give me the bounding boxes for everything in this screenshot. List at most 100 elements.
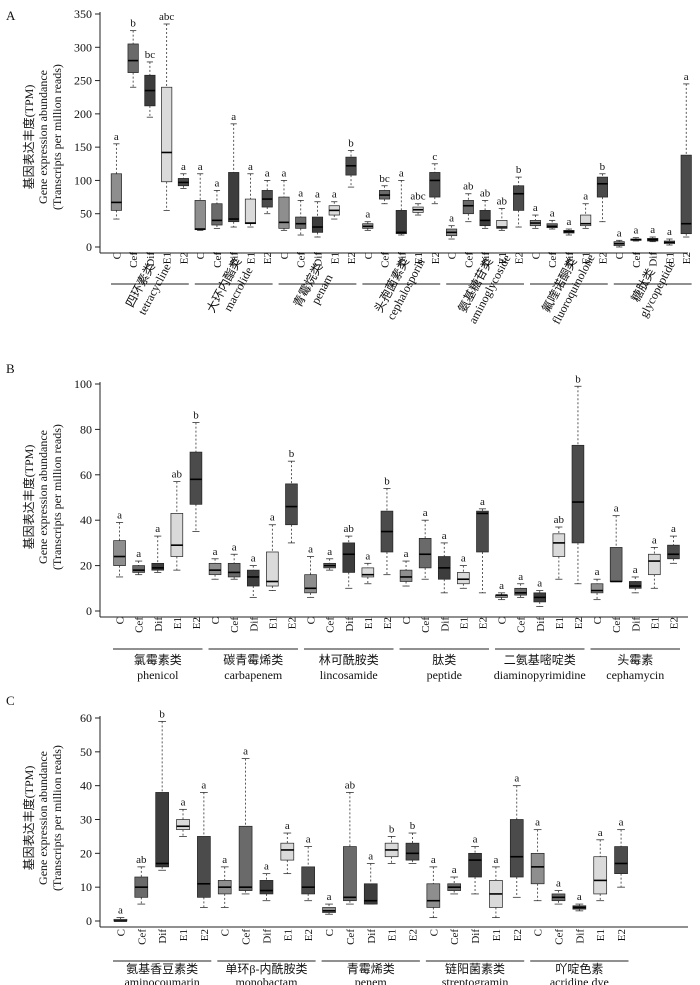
significance-letter: b: [600, 161, 606, 173]
significance-letter: a: [181, 161, 186, 173]
group-label: Dif: [630, 617, 642, 632]
significance-letter: a: [232, 541, 237, 553]
group-label: E2: [286, 617, 298, 629]
box-C: [322, 907, 336, 913]
group-label: E1: [581, 252, 593, 264]
group-label: C: [533, 929, 545, 936]
category-label-cn: 氨基香豆素类: [126, 962, 198, 976]
significance-letter: a: [332, 189, 337, 201]
significance-letter: a: [231, 111, 236, 123]
group-label: Cef: [463, 252, 475, 268]
category-label-cn: 青霉烯类: [347, 962, 395, 976]
box-Cef: [343, 846, 357, 902]
significance-letter: a: [461, 553, 466, 565]
box-E1: [176, 819, 190, 830]
significance-letter: a: [285, 820, 290, 832]
y-tick-label: 100: [74, 173, 92, 187]
group-label: Dif: [157, 929, 169, 944]
group-label: Dif: [480, 252, 492, 267]
significance-letter: a: [423, 507, 428, 519]
significance-letter: a: [270, 512, 275, 524]
category-label-cn: 碳青霉烯类: [223, 653, 283, 667]
group-label: E1: [363, 617, 375, 629]
group-label: E2: [668, 617, 680, 629]
group-label: Cef: [229, 617, 241, 633]
significance-letter: bc: [145, 49, 156, 61]
significance-letter: a: [499, 580, 504, 592]
significance-letter: a: [365, 550, 370, 562]
box-Dif: [468, 852, 482, 878]
group-label: E2: [616, 929, 628, 941]
box-C: [113, 540, 126, 566]
panel-A: A 基因表达丰度(TPM) Gene expression abundance (Tr…: [6, 7, 693, 327]
group-label: E2: [346, 252, 358, 264]
y-axis-label: 基因表达丰度(TPM): [21, 445, 36, 550]
significance-letter: a: [365, 209, 370, 221]
significance-letter: a: [667, 226, 672, 238]
box-C: [304, 574, 317, 594]
significance-letter: a: [473, 834, 478, 846]
box-E2: [405, 842, 420, 861]
y-tick-label: 0: [86, 604, 92, 618]
box-E1: [552, 533, 566, 557]
group-label: C: [210, 617, 222, 624]
group-label: E1: [491, 929, 503, 941]
box-Dif: [259, 880, 274, 895]
y-tick-label: 0: [86, 240, 92, 254]
group-label: E1: [649, 617, 661, 629]
box-Dif: [342, 542, 356, 573]
group-label: E2: [597, 252, 609, 264]
y-axis-label: Gene expression abundance: [36, 751, 50, 885]
significance-letter: a: [583, 191, 588, 203]
group-label: C: [592, 617, 604, 624]
box-C: [110, 173, 122, 211]
box-Cef: [227, 562, 241, 578]
significance-letter: abc: [159, 11, 174, 23]
group-label: E2: [262, 252, 274, 264]
group-label: E1: [413, 252, 425, 264]
significance-letter: ab: [480, 187, 491, 199]
significance-letter: ab: [172, 469, 183, 481]
group-label: Cef: [516, 617, 528, 633]
significance-letter: b: [384, 475, 390, 487]
group-label: E2: [430, 252, 442, 264]
significance-letter: a: [493, 854, 498, 866]
category-label-cn: 单环β-内酰胺类: [225, 962, 307, 976]
y-tick-label: 60: [80, 468, 92, 482]
group-label: E1: [282, 929, 294, 941]
group-label: C: [220, 929, 232, 936]
significance-letter: a: [248, 161, 253, 173]
significance-letter: a: [533, 202, 538, 214]
significance-letter: a: [117, 509, 122, 521]
group-label: Cef: [553, 929, 565, 945]
group-label: Cef: [420, 617, 432, 633]
group-label: C: [306, 617, 318, 624]
group-label: C: [614, 252, 626, 259]
y-axis-label: (Transcripts per million reads): [50, 424, 64, 570]
group-label: C: [111, 252, 123, 259]
box-E2: [429, 172, 441, 198]
y-axis-label: Gene expression abundance: [36, 70, 50, 204]
significance-letter: a: [614, 503, 619, 515]
significance-letter: a: [617, 227, 622, 239]
box-E1: [244, 198, 257, 225]
box-Dif: [628, 581, 642, 589]
significance-letter: b: [575, 373, 581, 385]
group-label: C: [115, 617, 127, 624]
group-label: C: [195, 252, 207, 259]
group-label: E1: [458, 617, 470, 629]
significance-letter: a: [404, 548, 409, 560]
significance-letter: a: [282, 167, 287, 179]
box-E2: [680, 154, 692, 235]
group-label: E2: [477, 617, 489, 629]
box-E1: [457, 572, 470, 585]
